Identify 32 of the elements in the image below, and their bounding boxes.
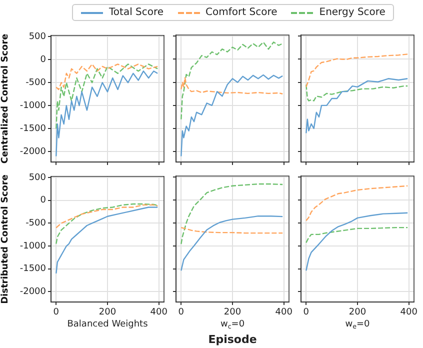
- x-tick-label: 200: [98, 308, 116, 318]
- x-tick-label: 0: [303, 308, 310, 318]
- x-tick-label: 200: [348, 308, 366, 318]
- x-tick-label: 400: [150, 308, 168, 318]
- text: Episode: [208, 332, 257, 346]
- line-series: [56, 203, 158, 244]
- x-tick-label: 400: [275, 308, 293, 318]
- y-tick-label: -500: [26, 218, 46, 229]
- y-tick-label: 500: [28, 32, 46, 42]
- x-tick-label: 0: [178, 308, 184, 318]
- y-tick-label: -1000: [20, 100, 46, 111]
- x-tick-label: 0: [53, 308, 60, 318]
- y-axis-title: Distributed Control Score: [0, 174, 11, 304]
- y-tick-label: -2000: [20, 146, 46, 157]
- y-axis-title: Centralized Control Score: [0, 34, 11, 164]
- line-series: [56, 64, 158, 130]
- line-series: [56, 204, 158, 228]
- y-tick-label: -1500: [20, 124, 46, 134]
- line-series: [56, 64, 158, 90]
- x-tick-label: 200: [224, 308, 242, 318]
- y-tick-label: 0: [40, 54, 46, 65]
- y-tick-label: 500: [28, 172, 46, 183]
- x-tick-label: 400: [400, 308, 418, 318]
- y-tick-label: -2000: [20, 287, 46, 298]
- y-tick-label: -1500: [20, 264, 46, 274]
- y-tick-label: 0: [40, 196, 46, 206]
- legend-label: Energy Score: [319, 7, 386, 18]
- y-tick-label: -1000: [20, 241, 46, 252]
- legend-label: Total Score: [109, 7, 164, 18]
- x-axis-title: Balanced Weights: [67, 319, 148, 330]
- y-tick-label: -500: [26, 78, 46, 88]
- legend-label: Comfort Score: [206, 7, 278, 18]
